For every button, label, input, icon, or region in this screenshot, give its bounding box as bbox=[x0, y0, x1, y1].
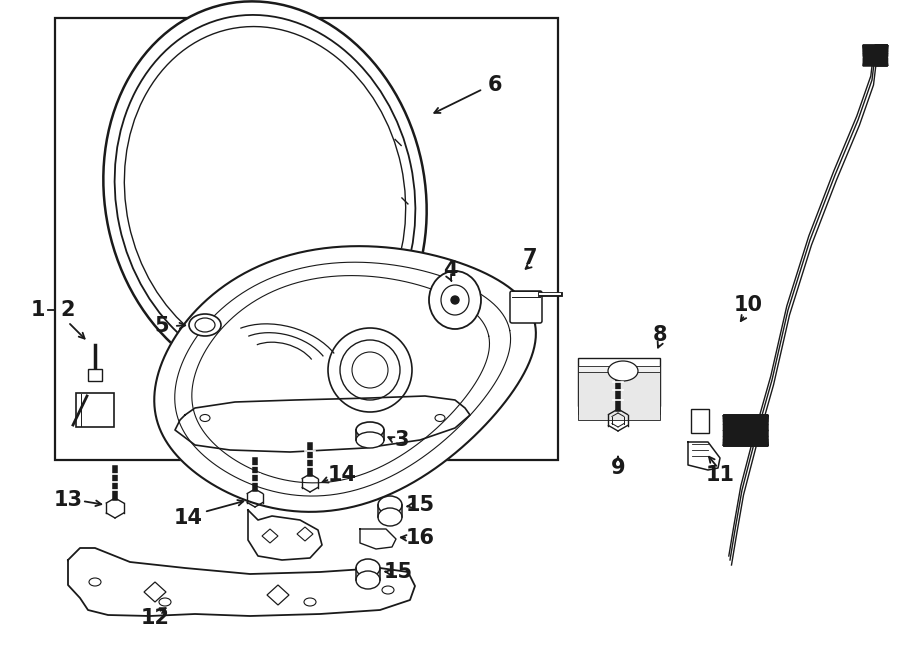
Text: 16: 16 bbox=[406, 528, 435, 548]
Ellipse shape bbox=[200, 414, 210, 422]
Polygon shape bbox=[175, 396, 470, 452]
Polygon shape bbox=[360, 529, 396, 549]
FancyBboxPatch shape bbox=[691, 409, 709, 433]
Ellipse shape bbox=[356, 559, 380, 577]
Text: 13: 13 bbox=[53, 490, 83, 510]
Ellipse shape bbox=[189, 314, 221, 336]
Text: 10: 10 bbox=[734, 295, 762, 315]
Ellipse shape bbox=[89, 578, 101, 586]
Text: 9: 9 bbox=[611, 458, 625, 478]
Ellipse shape bbox=[356, 571, 380, 589]
Ellipse shape bbox=[382, 586, 394, 594]
Text: 4: 4 bbox=[443, 260, 457, 280]
Ellipse shape bbox=[441, 285, 469, 315]
Text: 14: 14 bbox=[328, 465, 356, 485]
Ellipse shape bbox=[429, 271, 481, 329]
Text: 12: 12 bbox=[140, 608, 169, 628]
Ellipse shape bbox=[304, 598, 316, 606]
Text: 5: 5 bbox=[155, 316, 169, 336]
Text: 2: 2 bbox=[61, 300, 76, 320]
Ellipse shape bbox=[104, 1, 427, 389]
Text: 15: 15 bbox=[405, 495, 435, 515]
Ellipse shape bbox=[195, 318, 215, 332]
Ellipse shape bbox=[114, 15, 416, 375]
FancyBboxPatch shape bbox=[88, 369, 102, 381]
Ellipse shape bbox=[608, 361, 638, 381]
Text: 3: 3 bbox=[395, 430, 410, 450]
Circle shape bbox=[451, 296, 459, 304]
Text: 6: 6 bbox=[488, 75, 502, 95]
FancyBboxPatch shape bbox=[578, 372, 660, 420]
Ellipse shape bbox=[356, 432, 384, 448]
Ellipse shape bbox=[356, 422, 384, 438]
Text: 1: 1 bbox=[31, 300, 45, 320]
Text: 7: 7 bbox=[523, 248, 537, 268]
Text: 15: 15 bbox=[383, 562, 412, 582]
Text: 11: 11 bbox=[706, 465, 734, 485]
Text: 14: 14 bbox=[174, 508, 203, 528]
Ellipse shape bbox=[435, 414, 445, 422]
FancyBboxPatch shape bbox=[510, 291, 542, 323]
Ellipse shape bbox=[159, 598, 171, 606]
Ellipse shape bbox=[378, 508, 402, 526]
FancyBboxPatch shape bbox=[578, 358, 660, 406]
Polygon shape bbox=[688, 442, 720, 470]
Polygon shape bbox=[68, 548, 415, 616]
Ellipse shape bbox=[378, 496, 402, 514]
Polygon shape bbox=[248, 510, 322, 560]
FancyBboxPatch shape bbox=[76, 393, 114, 427]
FancyBboxPatch shape bbox=[578, 366, 660, 414]
Polygon shape bbox=[154, 246, 536, 512]
Bar bbox=[55, 18, 558, 460]
Text: 8: 8 bbox=[652, 325, 667, 345]
Ellipse shape bbox=[124, 26, 406, 364]
